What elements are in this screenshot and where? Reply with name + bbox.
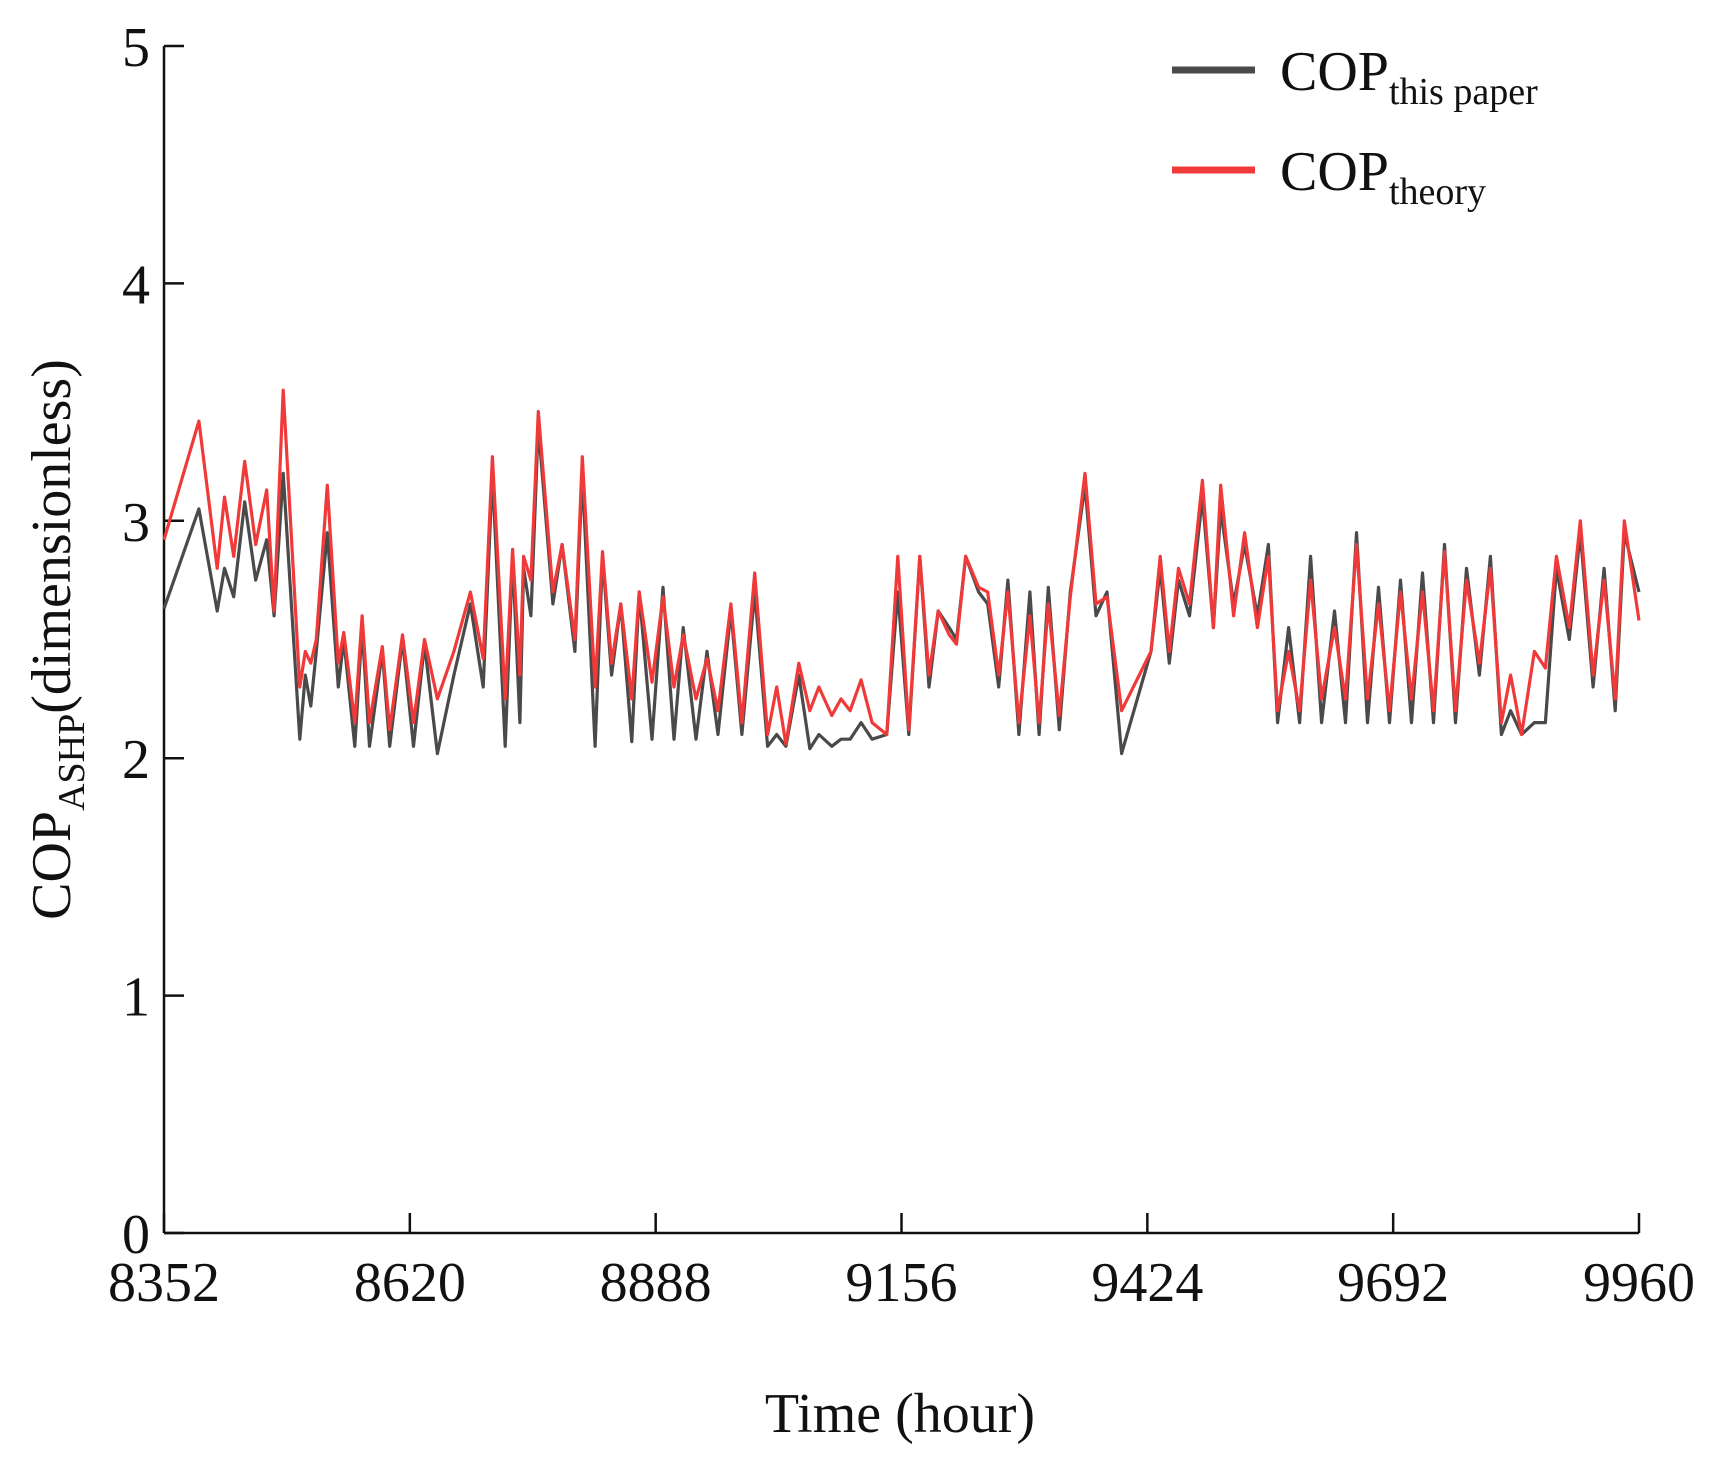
- x-tick-label: 9424: [1091, 1252, 1203, 1314]
- y-tick-label: 3: [122, 492, 150, 554]
- x-tick-label: 9960: [1583, 1252, 1695, 1314]
- y-axis-label-rest: (dimensionless): [21, 359, 83, 714]
- x-tick-label: 8620: [354, 1252, 466, 1314]
- y-tick-label: 1: [122, 967, 150, 1029]
- y-tick-label: 2: [122, 729, 150, 791]
- y-axis-label-sub: ASHP: [51, 714, 93, 811]
- x-tick-label: 9692: [1337, 1252, 1449, 1314]
- legend-label: COPthis paper: [1280, 41, 1538, 113]
- legend-label-sub: this paper: [1389, 71, 1538, 113]
- x-tick-label: 9156: [846, 1252, 958, 1314]
- legend-label-sub: theory: [1389, 171, 1486, 213]
- y-axis-label-main: COP: [21, 811, 83, 920]
- y-tick-label: 0: [122, 1204, 150, 1266]
- y-tick-label: 4: [122, 254, 150, 316]
- x-axis-label: Time (hour): [765, 1383, 1035, 1445]
- legend-label: COPtheory: [1280, 141, 1486, 213]
- legend-label-main: COP: [1280, 41, 1389, 103]
- x-tick-label: 8888: [600, 1252, 712, 1314]
- y-axis-label: COPASHP(dimensionless): [21, 359, 93, 920]
- y-tick-label: 5: [122, 17, 150, 79]
- legend-label-main: COP: [1280, 141, 1389, 203]
- data-line: [162, 388, 1641, 746]
- x-tick-label: 8352: [108, 1252, 220, 1314]
